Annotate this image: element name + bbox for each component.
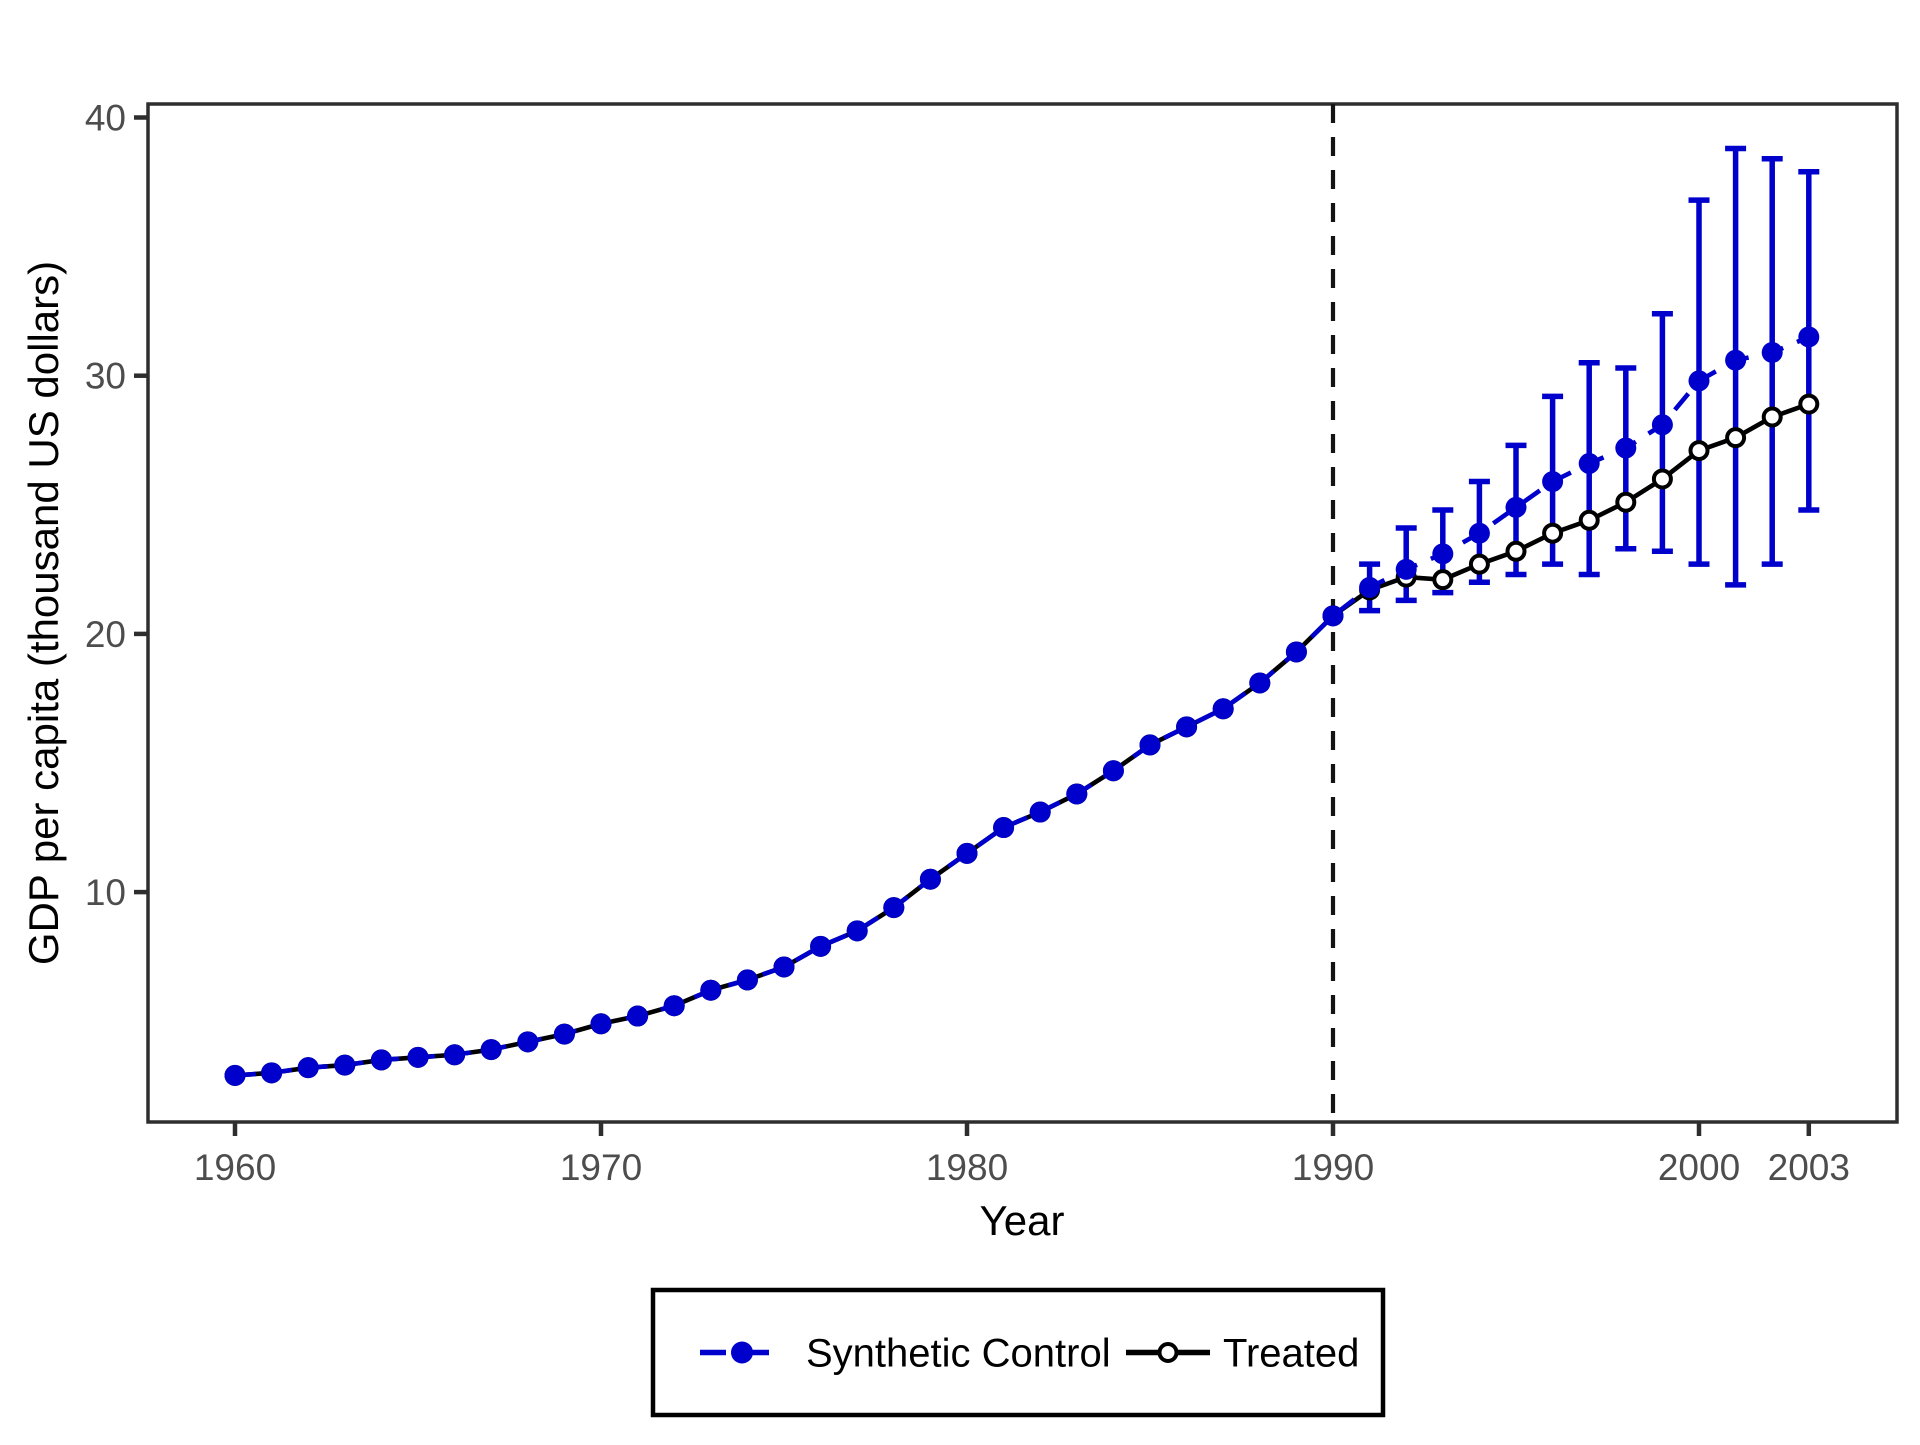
synthetic-control-point xyxy=(480,1039,502,1061)
treated-point xyxy=(1651,468,1673,490)
legend-treated-circle-icon xyxy=(1157,1342,1179,1363)
y-tick-label: 10 xyxy=(85,872,126,913)
synthetic-control-point xyxy=(1468,522,1490,544)
synthetic-control-point xyxy=(261,1062,283,1084)
y-axis-ticks: 10 20 30 40 xyxy=(85,98,148,913)
synthetic-control-point xyxy=(993,817,1015,839)
y-axis-title: GDP per capita (thousand US dollars) xyxy=(20,261,67,965)
synthetic-control-point xyxy=(370,1049,392,1071)
y-tick-label: 30 xyxy=(85,356,126,397)
synthetic-control-point xyxy=(1212,698,1234,720)
synthetic-control-point xyxy=(1249,672,1271,694)
treated-point xyxy=(1725,427,1747,449)
synthetic-control-point xyxy=(1432,543,1454,565)
x-axis-ticks: 1960 1970 1980 1990 2000 2003 xyxy=(194,1122,1850,1188)
synthetic-control-point xyxy=(297,1057,319,1079)
synthetic-control-point xyxy=(1651,414,1673,436)
synthetic-control-point xyxy=(1102,760,1124,782)
synthetic-control-point xyxy=(224,1064,246,1086)
synthetic-control-point xyxy=(444,1044,466,1066)
synthetic-control-point xyxy=(1688,370,1710,392)
synthetic-control-point xyxy=(590,1013,612,1035)
synthetic-control-point xyxy=(1029,801,1051,823)
legend-key-treated xyxy=(1126,1342,1210,1363)
x-tick-label: 2003 xyxy=(1768,1147,1850,1188)
x-tick-label: 1980 xyxy=(926,1147,1008,1188)
synthetic-control-point xyxy=(1505,496,1527,518)
synthetic-control-points xyxy=(224,326,1820,1086)
treated-point xyxy=(1688,440,1710,462)
synthetic-control-point xyxy=(1578,452,1600,474)
treated-point xyxy=(1578,509,1600,531)
legend-box xyxy=(650,1287,1386,1418)
synthetic-control-point xyxy=(700,979,722,1001)
synthetic-control-point xyxy=(1322,605,1344,627)
synthetic-control-point xyxy=(553,1023,575,1045)
synthetic-control-point xyxy=(883,897,905,919)
synthetic-control-point xyxy=(956,842,978,864)
legend-label-treated: Treated xyxy=(1223,1332,1359,1376)
synthetic-control-point xyxy=(1798,326,1820,348)
legend-label-synthetic-control: Synthetic Control xyxy=(806,1332,1111,1376)
treated-point xyxy=(1761,406,1783,428)
synthetic-control-point xyxy=(919,868,941,890)
legend-synthetic-dot-icon xyxy=(731,1341,753,1364)
synthetic-control-point xyxy=(1285,641,1307,663)
synthetic-control-point xyxy=(627,1005,649,1027)
synthetic-control-point xyxy=(1725,349,1747,371)
synthetic-control-point xyxy=(1615,437,1637,459)
synthetic-control-point xyxy=(1176,716,1198,738)
x-tick-label: 1960 xyxy=(194,1147,276,1188)
plot-panel-border xyxy=(146,102,1899,1124)
treated-point xyxy=(1468,553,1490,575)
synthetic-control-point xyxy=(1066,783,1088,805)
synthetic-control-point xyxy=(846,920,868,942)
treated-point xyxy=(1798,393,1820,415)
synthetic-control-point xyxy=(407,1046,429,1068)
synthetic-control-point xyxy=(1542,471,1564,493)
synthetic-control-point xyxy=(1359,576,1381,598)
synthetic-control-point xyxy=(517,1031,539,1053)
x-axis-title: Year xyxy=(980,1197,1065,1244)
x-tick-label: 2000 xyxy=(1658,1147,1740,1188)
synthetic-control-point xyxy=(334,1054,356,1076)
treated-point xyxy=(1615,491,1637,513)
synthetic-control-point xyxy=(1761,341,1783,363)
legend-key-synthetic-control xyxy=(700,1341,784,1364)
x-tick-label: 1970 xyxy=(560,1147,642,1188)
treated-point xyxy=(1505,540,1527,562)
synthetic-control-point xyxy=(663,995,685,1017)
synthetic-control-point xyxy=(1139,734,1161,756)
y-tick-label: 20 xyxy=(85,614,126,655)
treated-point xyxy=(1542,522,1564,544)
y-tick-label: 40 xyxy=(85,98,126,139)
legend: Synthetic Control Treated xyxy=(650,1287,1386,1418)
treated-point xyxy=(1432,569,1454,591)
synthetic-control-point xyxy=(773,956,795,978)
synthetic-control-point xyxy=(810,935,832,957)
synthetic-control-point xyxy=(736,969,758,991)
x-tick-label: 1990 xyxy=(1292,1147,1374,1188)
synthetic-control-point xyxy=(1395,558,1417,580)
